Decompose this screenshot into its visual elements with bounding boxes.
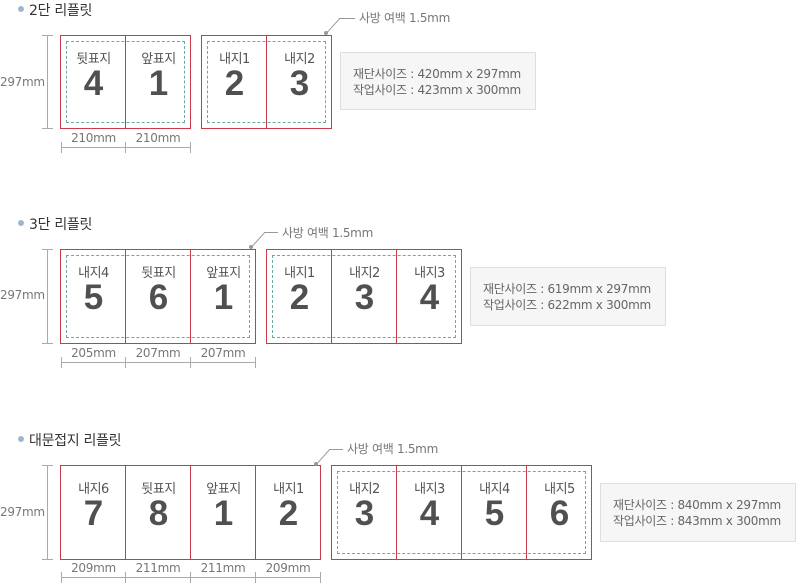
page-number: 3 — [354, 494, 375, 533]
outer-spread: 내지6 7 뒷표지 8 앞표지 1 내지1 2 — [60, 465, 321, 560]
page-number: 1 — [213, 494, 234, 533]
page-panel: 내지1 2 — [202, 36, 267, 128]
width-label: 207mm — [200, 346, 246, 360]
page-number: 6 — [549, 494, 570, 533]
height-dimension-line — [47, 465, 48, 559]
page-number: 1 — [148, 64, 169, 103]
page-number: 3 — [354, 278, 375, 317]
page-panel: 앞표지 1 — [190, 466, 256, 559]
page-label: 내지2 — [284, 52, 315, 67]
margin-callout: 사방 여백 1.5mm — [359, 11, 450, 25]
page-number: 6 — [148, 278, 169, 317]
page-panel: 내지2 3 — [266, 36, 332, 128]
work-size-text: 작업사이즈 : 843mm x 300mm — [613, 514, 781, 528]
bullet-icon — [18, 436, 24, 442]
height-dimension-line — [47, 35, 48, 128]
page-panel: 내지2 3 — [331, 250, 397, 343]
page-number: 1 — [213, 278, 234, 317]
size-info-box: 재단사이즈 : 619mm x 297mm 작업사이즈 : 622mm x 30… — [470, 267, 666, 326]
size-info-box: 재단사이즈 : 840mm x 297mm 작업사이즈 : 843mm x 30… — [600, 483, 796, 542]
page-number: 3 — [289, 64, 310, 103]
width-label: 209mm — [265, 561, 311, 575]
page-number: 2 — [278, 494, 299, 533]
page-number: 7 — [83, 494, 104, 533]
page-panel: 내지2 3 — [332, 466, 397, 559]
margin-callout: 사방 여백 1.5mm — [282, 226, 373, 240]
width-label: 209mm — [71, 561, 116, 575]
page-label: 내지1 — [284, 266, 315, 281]
page-panel: 내지3 4 — [396, 250, 462, 343]
page-panel: 뒷표지 6 — [125, 250, 191, 343]
width-label: 210mm — [135, 131, 181, 145]
page-panel: 내지1 2 — [255, 466, 321, 559]
page-number: 5 — [83, 278, 104, 317]
width-label: 210mm — [71, 131, 116, 145]
width-label: 205mm — [71, 346, 116, 360]
cut-size-text: 재단사이즈 : 619mm x 297mm — [483, 282, 651, 296]
page-number: 5 — [484, 494, 505, 533]
section-title: 3단 리플릿 — [29, 217, 93, 233]
page-number: 8 — [148, 494, 169, 533]
page-label: 뒷표지 — [76, 52, 111, 67]
height-label: 297mm — [0, 75, 45, 89]
outer-spread: 뒷표지 4 앞표지 1 — [60, 35, 191, 129]
page-panel: 내지6 7 — [61, 466, 126, 559]
page-panel: 뒷표지 8 — [125, 466, 191, 559]
page-panel: 앞표지 1 — [125, 36, 191, 128]
bullet-icon — [18, 220, 24, 226]
page-label: 내지4 — [479, 482, 510, 497]
page-label: 앞표지 — [206, 266, 241, 281]
page-label: 뒷표지 — [141, 266, 176, 281]
section-title: 대문접지 리플릿 — [29, 433, 122, 449]
page-label: 내지5 — [544, 482, 575, 497]
width-label: 207mm — [135, 346, 181, 360]
margin-callout: 사방 여백 1.5mm — [347, 442, 438, 456]
page-label: 앞표지 — [206, 482, 241, 497]
inner-spread: 내지2 3 내지3 4 내지4 5 내지5 6 — [331, 465, 592, 560]
cut-size-text: 재단사이즈 : 840mm x 297mm — [613, 498, 781, 512]
outer-spread: 내지4 5 뒷표지 6 앞표지 1 — [60, 249, 256, 344]
cut-size-text: 재단사이즈 : 420mm x 297mm — [353, 67, 521, 81]
section-title: 2단 리플릿 — [29, 3, 93, 19]
page-label: 내지2 — [349, 482, 380, 497]
page-number: 2 — [224, 64, 245, 103]
height-dimension-line — [47, 249, 48, 343]
page-panel: 내지3 4 — [396, 466, 462, 559]
page-label: 내지2 — [349, 266, 380, 281]
work-size-text: 작업사이즈 : 622mm x 300mm — [483, 298, 651, 312]
page-panel: 내지1 2 — [267, 250, 332, 343]
inner-spread: 내지1 2 내지2 3 내지3 4 — [266, 249, 462, 344]
page-panel: 뒷표지 4 — [61, 36, 126, 128]
width-label: 211mm — [200, 561, 246, 575]
page-panel: 내지5 6 — [526, 466, 592, 559]
work-size-text: 작업사이즈 : 423mm x 300mm — [353, 83, 521, 97]
width-dimension-line — [61, 362, 255, 363]
page-number: 4 — [419, 278, 440, 317]
page-number: 4 — [83, 64, 104, 103]
page-label: 내지1 — [219, 52, 250, 67]
inner-spread: 내지1 2 내지2 3 — [201, 35, 332, 129]
page-label: 내지4 — [78, 266, 109, 281]
page-label: 내지3 — [414, 266, 445, 281]
page-number: 4 — [419, 494, 440, 533]
height-label: 297mm — [0, 505, 45, 519]
page-panel: 내지4 5 — [61, 250, 126, 343]
bullet-icon — [18, 6, 24, 12]
page-label: 뒷표지 — [141, 482, 176, 497]
page-number: 2 — [289, 278, 310, 317]
height-label: 297mm — [0, 288, 45, 302]
page-label: 앞표지 — [141, 52, 176, 67]
page-label: 내지1 — [273, 482, 304, 497]
width-label: 211mm — [135, 561, 181, 575]
page-label: 내지6 — [78, 482, 109, 497]
page-panel: 앞표지 1 — [190, 250, 256, 343]
page-label: 내지3 — [414, 482, 445, 497]
size-info-box: 재단사이즈 : 420mm x 297mm 작업사이즈 : 423mm x 30… — [340, 52, 536, 110]
page-panel: 내지4 5 — [461, 466, 527, 559]
